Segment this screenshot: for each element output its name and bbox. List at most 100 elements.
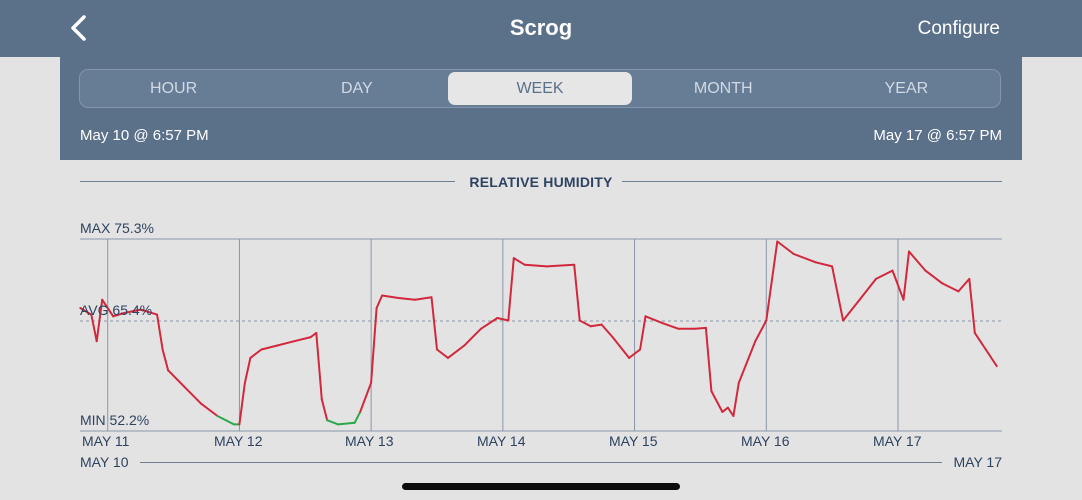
- back-chevron-icon[interactable]: [62, 9, 98, 47]
- humidity-line-segment: [875, 269, 894, 280]
- humidity-line-segment: [337, 421, 356, 426]
- humidity-line-segment: [704, 326, 713, 393]
- x-tick-label: MAY 11: [82, 433, 130, 449]
- humidity-line-segment: [693, 326, 707, 330]
- humidity-line-segment: [183, 385, 202, 405]
- overview-range-end: MAY 17: [953, 454, 1002, 470]
- humidity-line-segment: [276, 340, 296, 347]
- min-label: MIN 52.2%: [80, 412, 150, 428]
- humidity-line-segment: [238, 381, 246, 426]
- humidity-line-segment: [375, 294, 384, 309]
- configure-button[interactable]: Configure: [917, 18, 1000, 39]
- humidity-line-segment: [112, 312, 126, 318]
- chart-title: RELATIVE HUMIDITY: [469, 174, 613, 190]
- humidity-line-segment: [710, 390, 724, 413]
- humidity-line-segment: [353, 410, 362, 424]
- humidity-line-segment: [200, 402, 219, 417]
- humidity-line-segment: [139, 308, 159, 316]
- humidity-line-segment: [496, 317, 510, 322]
- humidity-line-segment: [726, 406, 735, 417]
- humidity-line-segment: [315, 331, 323, 401]
- humidity-line-segment: [414, 296, 433, 301]
- humidity-line-segment: [732, 381, 740, 417]
- humidity-line-segment: [430, 296, 438, 351]
- humidity-line-segment: [243, 356, 252, 384]
- max-label: MAX 75.3%: [80, 220, 154, 236]
- x-tick-label: MAY 17: [873, 433, 922, 449]
- humidity-line-segment: [370, 307, 378, 384]
- humidity-line-segment: [79, 307, 93, 316]
- x-tick-label: MAY 15: [609, 433, 658, 449]
- humidity-line-segment: [578, 319, 592, 328]
- humidity-line-segment: [463, 327, 482, 347]
- humidity-line-segment: [814, 261, 834, 268]
- segment-day[interactable]: DAY: [340, 79, 373, 97]
- avg-label: AVG 65.4%: [80, 302, 153, 318]
- humidity-line-segment: [326, 419, 340, 426]
- humidity-line-segment: [721, 406, 729, 413]
- humidity-line-segment: [776, 240, 795, 255]
- x-tick-label: MAY 13: [345, 433, 394, 449]
- x-tick-label: MAY 12: [214, 433, 263, 449]
- x-tick-label: MAY 16: [741, 433, 790, 449]
- humidity-line-segment: [754, 319, 768, 343]
- humidity-line-segment: [90, 313, 98, 343]
- humidity-line-segment: [512, 257, 526, 266]
- humidity-line-segment: [479, 317, 499, 330]
- humidity-line-segment: [661, 321, 680, 330]
- navigation-bar: Scrog Configure: [0, 0, 1082, 57]
- range-start-label: May 10 @ 6:57 PM: [80, 127, 209, 144]
- humidity-line-segment: [507, 257, 515, 322]
- time-range-segmented-control: HOUR DAY WEEK MONTH YEAR: [79, 69, 1001, 108]
- humidity-line-segment: [156, 313, 164, 351]
- humidity-line-segment: [293, 336, 312, 343]
- home-indicator: [402, 483, 680, 490]
- segment-month[interactable]: MONTH: [693, 79, 753, 97]
- humidity-line-segment: [902, 250, 910, 301]
- humidity-line-segment: [447, 344, 466, 359]
- humidity-line-segment: [216, 415, 235, 426]
- humidity-line-segment: [436, 348, 449, 359]
- chart-title-rule-right: [622, 181, 1002, 182]
- humidity-line-segment: [381, 294, 400, 299]
- humidity-line-segment: [940, 282, 960, 293]
- x-tick-label: MAY 14: [477, 433, 526, 449]
- humidity-line-segment: [167, 369, 186, 388]
- humidity-line-segment: [628, 348, 642, 359]
- humidity-line-segment: [611, 336, 631, 359]
- humidity-line-segment: [908, 250, 927, 272]
- humidity-line-segment: [973, 331, 987, 351]
- humidity-line-segment: [858, 277, 877, 301]
- humidity-line-segment: [644, 315, 663, 324]
- range-end-label: May 17 @ 6:57 PM: [873, 127, 1002, 144]
- humidity-line-segment: [123, 308, 142, 314]
- humidity-line-segment: [589, 323, 603, 328]
- humidity-line-segment: [924, 269, 943, 285]
- humidity-line-segment: [249, 348, 263, 359]
- segment-week[interactable]: WEEK: [448, 72, 632, 105]
- chart-title-rule-left: [80, 181, 455, 182]
- humidity-line-segment: [523, 263, 548, 268]
- humidity-line-segment: [792, 253, 817, 264]
- overview-range-track: [140, 462, 942, 463]
- humidity-line-segment: [260, 344, 279, 351]
- humidity-line-segment: [737, 340, 757, 384]
- humidity-line-segment: [95, 298, 104, 343]
- segment-hour[interactable]: HOUR: [150, 79, 198, 97]
- humidity-line-segment: [545, 263, 576, 268]
- humidity-line-segment: [765, 240, 779, 322]
- humidity-line-segment: [968, 277, 976, 334]
- humidity-line-segment: [101, 298, 115, 318]
- humidity-line-segment: [957, 277, 971, 293]
- humidity-line-segment: [842, 298, 861, 322]
- segment-year[interactable]: YEAR: [884, 79, 929, 97]
- humidity-line-segment: [600, 323, 614, 339]
- humidity-line-segment: [573, 263, 581, 322]
- humidity-line-segment: [831, 265, 845, 322]
- page-title: Scrog: [509, 15, 573, 40]
- humidity-line-segment: [891, 269, 905, 301]
- humidity-line-segment: [359, 381, 373, 413]
- humidity-line-segment: [639, 315, 647, 351]
- humidity-line-segment: [161, 348, 170, 372]
